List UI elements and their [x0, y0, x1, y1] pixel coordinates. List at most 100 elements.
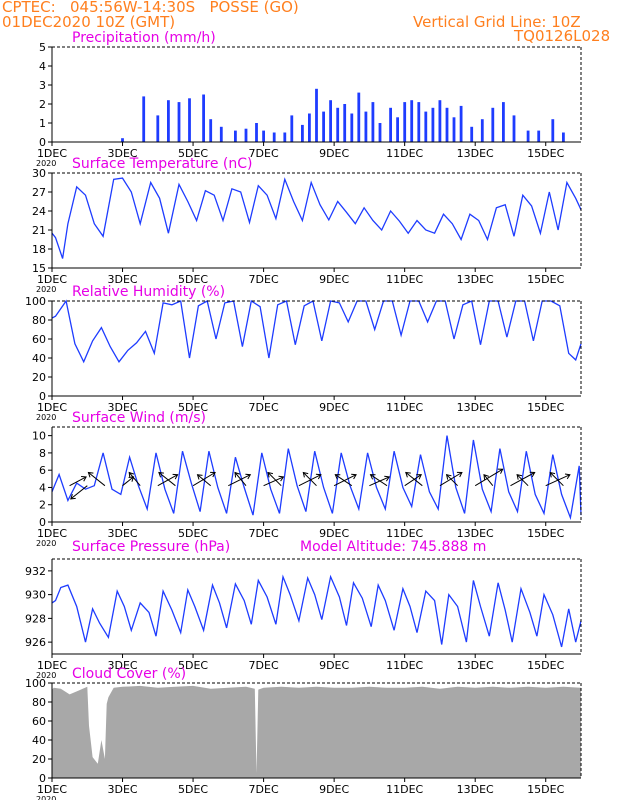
precip-bar [343, 104, 347, 142]
y-tick-label: 932 [25, 565, 46, 578]
y-tick-label: 0 [39, 136, 46, 149]
y-tick-label: 21 [32, 224, 46, 237]
x-year-label: 2020 [36, 671, 56, 680]
precip-bar [315, 88, 318, 142]
wind-arrowhead [302, 471, 309, 478]
series-line [51, 435, 582, 521]
y-tick-label: 40 [32, 734, 46, 747]
wind-arrowhead [549, 471, 556, 478]
precip-bar [502, 102, 505, 142]
header-location: CPTEC: 045:56W-14:30S POSSE (GO) [2, 0, 299, 16]
y-tick-label: 15 [32, 262, 46, 275]
x-tick-label: 3DEC [107, 273, 137, 286]
x-tick-label: 9DEC [319, 783, 349, 796]
x-tick-label: 13DEC [457, 783, 494, 796]
precip-bar [301, 124, 304, 142]
x-tick-label: 11DEC [386, 783, 423, 796]
y-tick-label: 60 [32, 715, 46, 728]
x-tick-label: 15DEC [527, 401, 564, 414]
wind-arrowhead [172, 473, 179, 480]
x-tick-label: 15DEC [527, 273, 564, 286]
wind-arrow [549, 472, 564, 487]
precip-bar [209, 119, 213, 142]
wind-arrow [197, 474, 212, 487]
wind-arrow [333, 474, 357, 487]
wind-arrowhead [384, 475, 391, 482]
wind-arrow [446, 474, 458, 487]
precip-bar [438, 100, 442, 142]
precip-bar [255, 123, 258, 142]
wind-arrow [88, 472, 106, 487]
precip-bar [431, 107, 435, 142]
x-tick-label: 7DEC [249, 659, 279, 672]
wind-arrow [370, 474, 388, 487]
x-tick-label: 7DEC [249, 273, 279, 286]
precip-bar [389, 107, 392, 142]
y-tick-label: 20 [32, 371, 46, 384]
precip-bar [262, 130, 265, 142]
wind-arrow [405, 472, 423, 487]
y-tick-label: 930 [25, 589, 46, 602]
panel-5 [48, 682, 582, 782]
panel-2 [48, 299, 582, 400]
x-year-label: 2020 [36, 285, 56, 294]
precip-bar [322, 111, 325, 142]
precip-bar [244, 128, 248, 142]
wind-arrowhead [278, 475, 285, 482]
x-tick-label: 7DEC [249, 147, 279, 160]
wind-arrowhead [210, 471, 216, 478]
wind-arrow [122, 476, 134, 487]
x-tick-label: 11DEC [386, 659, 423, 672]
x-tick-label: 5DEC [178, 783, 208, 796]
wind-arrow [474, 468, 503, 487]
x-tick-label: 9DEC [319, 527, 349, 540]
wind-arrow [234, 472, 247, 487]
precip-bar [491, 107, 495, 142]
header-grid-note: Vertical Grid Line: 10Z [413, 13, 581, 31]
wind-arrow [302, 472, 317, 487]
wind-arrowhead [483, 473, 489, 480]
panel-title: Cloud Cover (%) [72, 666, 186, 682]
wind-arrowhead [315, 473, 322, 480]
y-tick-label: 1 [39, 117, 46, 130]
x-tick-label: 3DEC [107, 659, 137, 672]
x-tick-label: 7DEC [249, 401, 279, 414]
precip-bar [329, 100, 332, 142]
y-tick-label: 100 [25, 295, 46, 308]
wind-arrowhead [369, 474, 376, 480]
wind-arrowhead [456, 471, 463, 478]
x-tick-label: 15DEC [527, 527, 564, 540]
precip-bar [371, 102, 375, 142]
y-tick-label: 24 [32, 205, 46, 218]
x-tick-label: 1DEC [37, 147, 67, 160]
panel-1 [48, 172, 582, 272]
x-tick-label: 5DEC [178, 147, 208, 160]
wind-arrowhead [497, 468, 504, 474]
precip-bar [512, 115, 516, 142]
precip-bar [336, 107, 340, 142]
wind-arrowhead [564, 473, 571, 480]
x-tick-label: 9DEC [319, 147, 349, 160]
precip-bar [188, 98, 191, 142]
x-tick-label: 5DEC [178, 527, 208, 540]
y-tick-label: 6 [39, 464, 46, 477]
precip-bar [424, 111, 428, 142]
y-tick-label: 80 [32, 314, 46, 327]
wind-arrowhead [70, 494, 76, 500]
x-tick-label: 11DEC [386, 273, 423, 286]
y-tick-label: 100 [25, 677, 46, 690]
x-tick-label: 1DEC [37, 659, 67, 672]
wind-arrowhead [267, 471, 274, 478]
wind-arrowhead [128, 471, 135, 478]
y-tick-label: 80 [32, 696, 46, 709]
precip-bar [219, 126, 223, 142]
x-tick-label: 5DEC [178, 401, 208, 414]
series-line [51, 177, 582, 259]
y-tick-label: 2 [39, 98, 46, 111]
wind-arrowhead [234, 471, 240, 478]
panel-0 [48, 46, 582, 146]
precip-bar [142, 96, 146, 142]
wind-arrowhead [81, 476, 87, 482]
y-tick-label: 18 [32, 243, 46, 256]
x-year-label: 2020 [36, 159, 56, 168]
